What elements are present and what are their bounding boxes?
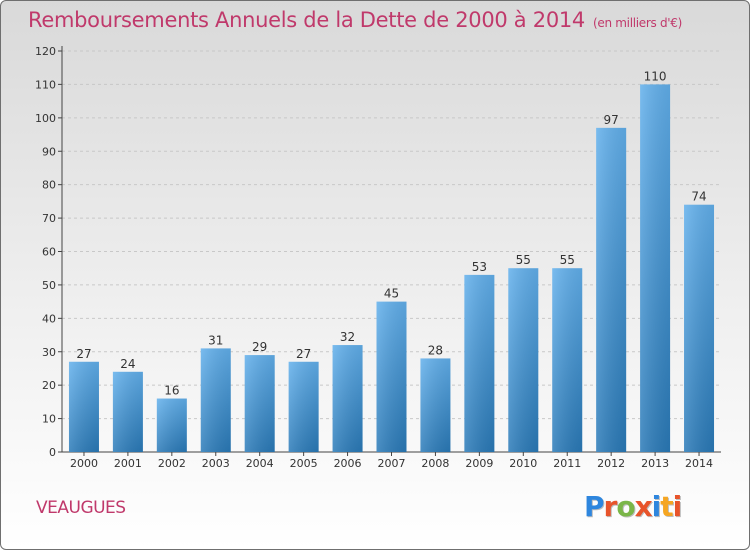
logo-letter: t [660,490,673,523]
value-label-2005: 27 [296,347,311,361]
value-label-2004: 29 [252,340,267,354]
y-tick-label: 120 [35,45,56,58]
bar-shade-2011 [552,268,583,452]
value-label-2001: 24 [120,357,135,371]
logo-letter: i [651,490,662,523]
value-label-2000: 27 [76,347,91,361]
logo-letter: o [616,490,635,523]
value-label-2010: 55 [516,253,531,267]
value-label-2002: 16 [164,384,179,398]
bar-shade-2000 [68,361,99,452]
y-tick-label: 80 [42,179,56,192]
y-tick-label: 110 [35,78,56,91]
bar-shade-2003 [200,348,231,452]
bar-shade-2007 [376,301,407,452]
x-tick-label-2008: 2008 [421,457,449,470]
x-tick-label-2002: 2002 [158,457,186,470]
y-tick-label: 90 [42,145,56,158]
bar-shade-2012 [596,127,627,452]
y-tick-label: 50 [42,279,56,292]
labels: 0 10 20 30 40 50 60 70 80 90 100 110 120 27 2000 24 2001… [35,45,713,470]
x-tick-label-2013: 2013 [641,457,669,470]
bar-shade-2001 [112,371,143,452]
bars [68,84,715,453]
value-label-2008: 28 [428,343,443,357]
bar-shade-2009 [464,274,495,452]
y-tick-label: 10 [42,413,56,426]
x-tick-label-2010: 2010 [509,457,537,470]
place-name: VEAUGUES [36,498,126,518]
bar-shade-2002 [156,398,187,452]
x-tick-label-2006: 2006 [334,457,362,470]
x-tick-label-2003: 2003 [202,457,230,470]
y-tick-label: 40 [42,312,56,325]
y-tick-label: 30 [42,346,56,359]
bar-shade-2013 [640,84,671,453]
x-tick-label-2012: 2012 [597,457,625,470]
x-tick-label-2001: 2001 [114,457,142,470]
x-tick-label-2011: 2011 [553,457,581,470]
value-label-2014: 74 [691,190,706,204]
logo-letter: P [584,490,605,523]
value-label-2006: 32 [340,330,355,344]
y-tick-label: 70 [42,212,56,225]
x-tick-label-2009: 2009 [465,457,493,470]
logo-letter: r [603,490,618,523]
y-tick-label: 60 [42,246,56,259]
y-tick-label: 0 [49,446,56,459]
bar-shade-2010 [508,268,539,452]
x-tick-label-2007: 2007 [378,457,406,470]
x-tick-label-2005: 2005 [290,457,318,470]
proxiti-logo[interactable]: Proxiti [584,490,683,523]
logo-letter: x [634,490,653,523]
y-tick-label: 100 [35,112,56,125]
value-label-2012: 97 [604,113,619,127]
y-tick-label: 20 [42,379,56,392]
value-label-2007: 45 [384,287,399,301]
value-label-2003: 31 [208,333,223,347]
bar-shade-2006 [332,345,363,452]
bar-shade-2004 [244,355,275,452]
value-label-2009: 53 [472,260,487,274]
chart-title: Remboursements Annuels de la Dette de 20… [28,8,682,32]
logo-letter: i [672,490,683,523]
title-text: Remboursements Annuels de la Dette de 20… [28,8,585,32]
value-label-2013: 110 [644,69,667,83]
x-tick-label-2000: 2000 [70,457,98,470]
unit-label: (en milliers d'€) [593,16,683,30]
x-tick-label-2004: 2004 [246,457,274,470]
x-tick-label-2014: 2014 [685,457,713,470]
bar-shade-2005 [288,361,319,452]
bar-shade-2008 [420,358,451,452]
value-label-2011: 55 [560,253,575,267]
bar-shade-2014 [684,204,715,452]
